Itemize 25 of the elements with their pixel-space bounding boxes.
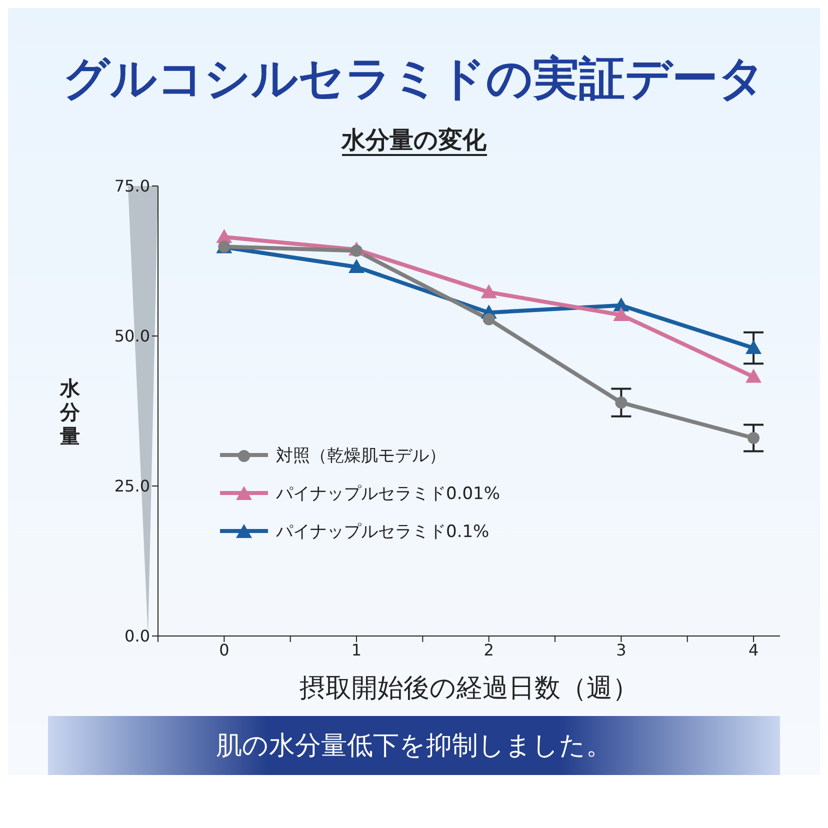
chart-subtitle: 水分量の変化 xyxy=(342,126,486,156)
text: 肌の水分量低下を抑制しました。 xyxy=(48,716,780,775)
y-tick-label: 50.0 xyxy=(114,326,150,346)
point xyxy=(615,396,628,409)
x-tick-label: 0 xyxy=(219,640,230,660)
y-tick-label: 0.0 xyxy=(124,626,150,646)
point xyxy=(746,368,762,383)
point xyxy=(348,259,365,273)
point xyxy=(746,340,762,354)
legend-label: 対照（乾燥肌モデル） xyxy=(276,444,446,466)
x-tick-label: 2 xyxy=(484,640,494,660)
x-tick-label: 4 xyxy=(748,640,759,660)
legend-label: パイナップルセラミド0.1% xyxy=(276,520,490,542)
point xyxy=(748,432,760,444)
y-tick-label: 25.0 xyxy=(114,476,150,496)
chart-title: グルコシルセラミドの実証データ xyxy=(62,50,766,107)
legend-label: パイナップルセラミド0.01% xyxy=(276,482,500,504)
x-tick-label: 3 xyxy=(616,640,626,660)
y-axis-title: 水分量 xyxy=(60,376,81,448)
point xyxy=(482,313,495,326)
x-axis-title: 摂取開始後の経過日数（週） xyxy=(300,673,638,704)
x-tick-label: 1 xyxy=(351,640,362,660)
point xyxy=(613,307,630,321)
y-tick-label: 75.0 xyxy=(114,176,150,196)
point xyxy=(480,284,497,298)
